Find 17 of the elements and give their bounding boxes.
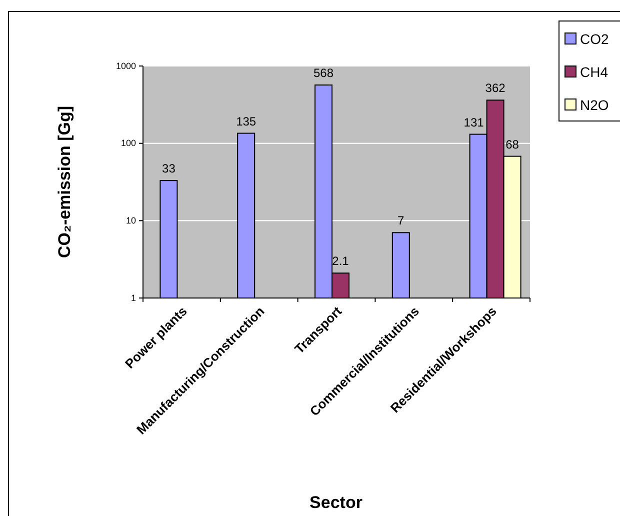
- y-axis-title: CO₂-emission [Gg]: [55, 106, 74, 258]
- legend-label: N2O: [580, 97, 609, 113]
- data-label: 33: [162, 162, 176, 176]
- y-tick-label: 10: [126, 216, 136, 226]
- y-tick-label: 1: [130, 292, 136, 303]
- y-tick-label: 1000: [116, 60, 136, 71]
- data-label: 7: [398, 214, 405, 228]
- legend-label: CO2: [580, 31, 609, 47]
- legend-label: CH4: [580, 64, 608, 80]
- data-label: 135: [236, 114, 256, 128]
- data-label: 68: [506, 137, 520, 152]
- data-label: 2.1: [332, 254, 350, 268]
- data-label: 362: [485, 81, 506, 96]
- data-label: 131: [464, 115, 484, 130]
- x-axis-title: Sector: [310, 493, 363, 512]
- data-label: 568: [313, 66, 334, 80]
- y-tick-label: 100: [120, 138, 136, 148]
